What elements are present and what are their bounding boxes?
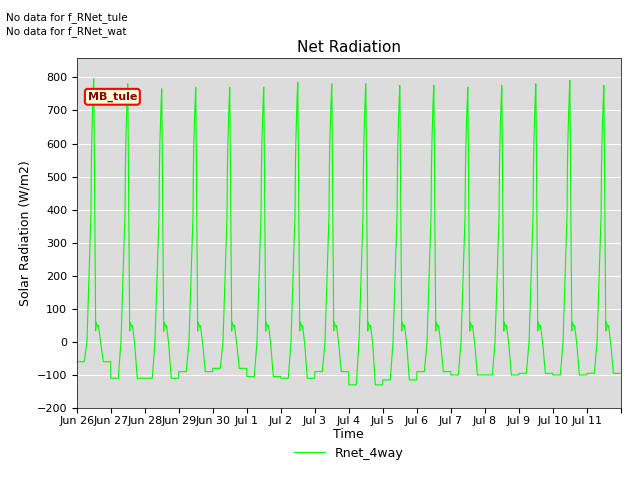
Line: Rnet_4way: Rnet_4way bbox=[77, 79, 621, 385]
Title: Net Radiation: Net Radiation bbox=[297, 40, 401, 55]
Text: No data for f_RNet_tule: No data for f_RNet_tule bbox=[6, 12, 128, 23]
Rnet_4way bbox=[525, 342, 532, 348]
Rnet_4way bbox=[499, 119, 506, 124]
Text: No data for f_RNet_wat: No data for f_RNet_wat bbox=[6, 26, 127, 37]
Y-axis label: Solar Radiation (W/m2): Solar Radiation (W/m2) bbox=[18, 160, 31, 306]
Rnet_4way bbox=[90, 76, 97, 82]
Rnet_4way bbox=[186, 317, 193, 323]
X-axis label: Time: Time bbox=[333, 429, 364, 442]
Rnet_4way bbox=[345, 382, 353, 388]
Rnet_4way bbox=[369, 347, 377, 352]
Rnet_4way bbox=[539, 342, 547, 348]
Legend: Rnet_4way: Rnet_4way bbox=[289, 442, 409, 465]
Rnet_4way bbox=[398, 320, 406, 326]
Rnet_4way bbox=[73, 359, 81, 365]
Text: MB_tule: MB_tule bbox=[88, 92, 137, 102]
Rnet_4way bbox=[617, 371, 625, 376]
